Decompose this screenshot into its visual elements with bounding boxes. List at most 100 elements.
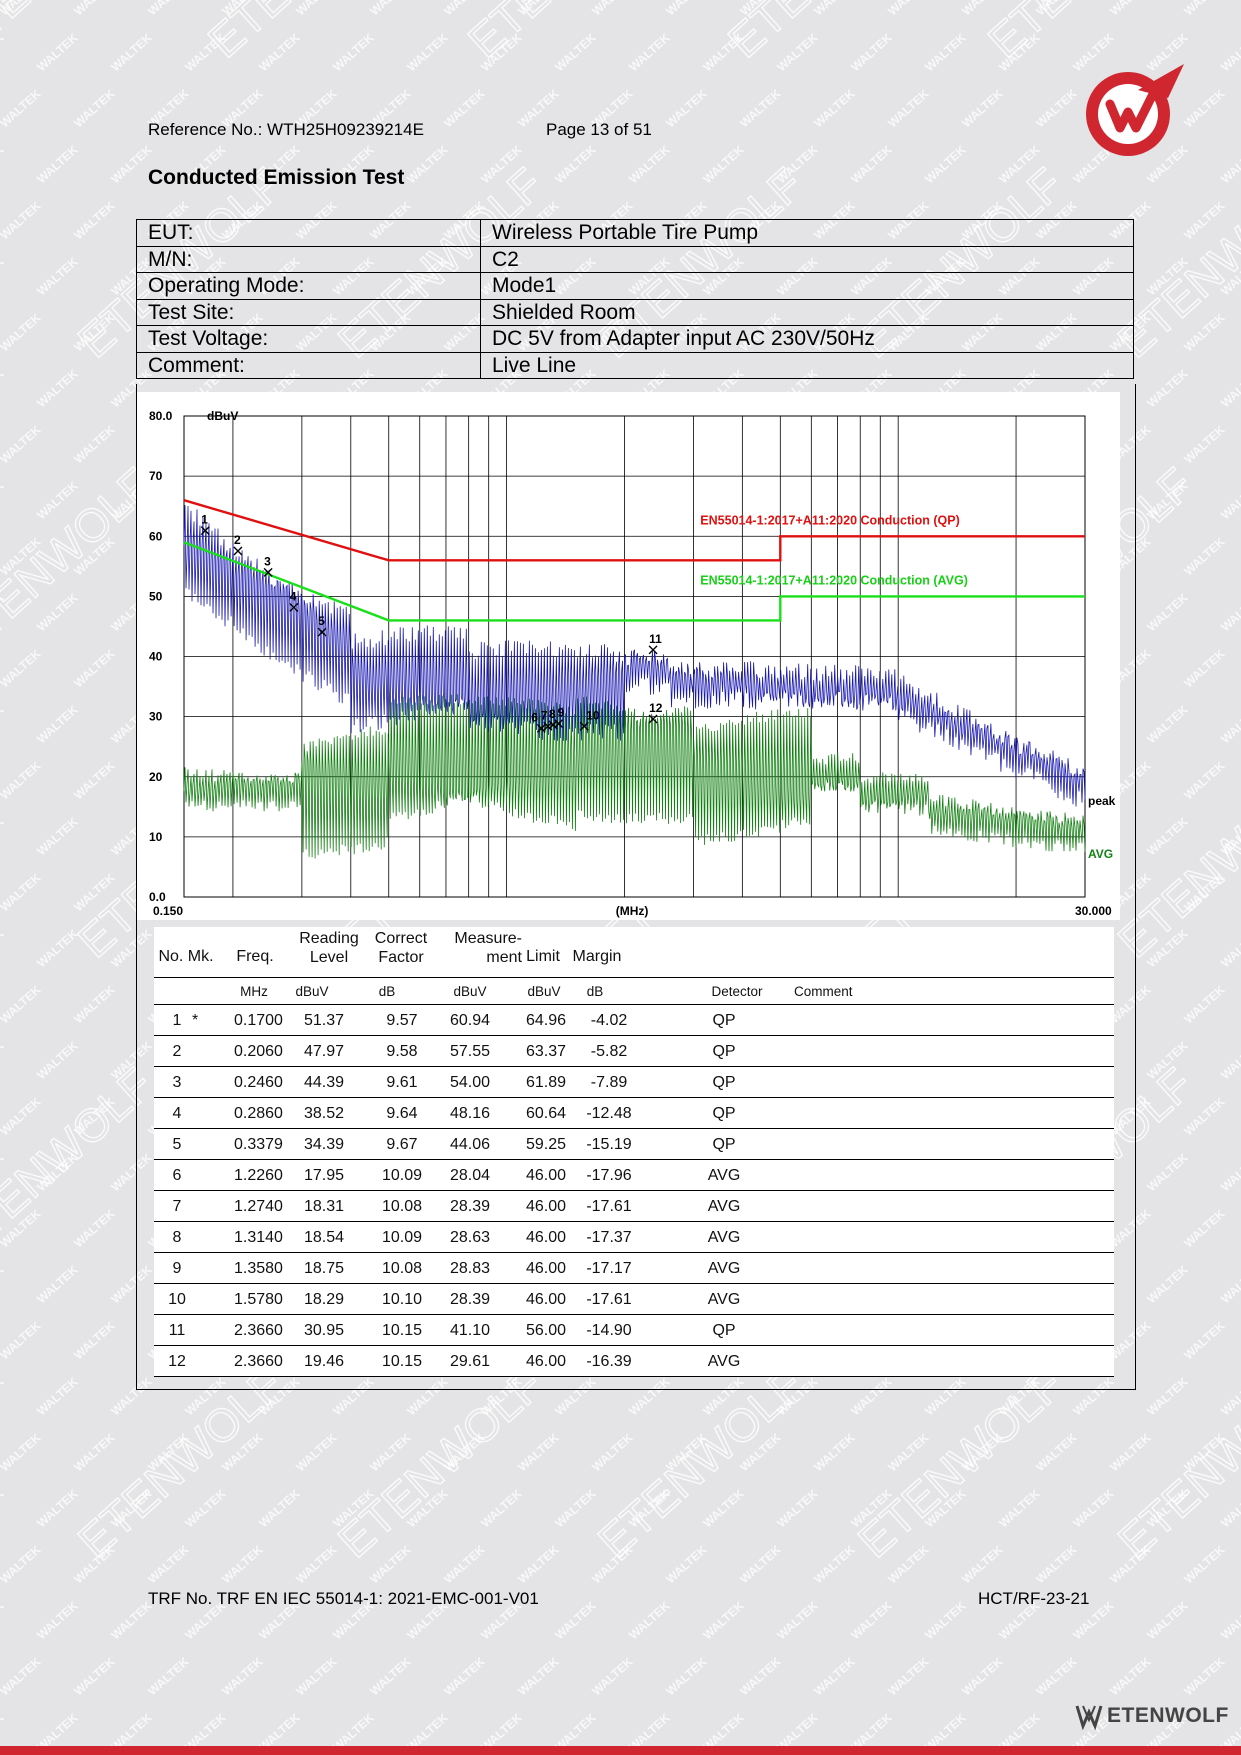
- watermark-text: WALTEK: [885, 1430, 932, 1474]
- watermark-text: WALTEK: [404, 30, 451, 74]
- watermark-text: WALTEK: [663, 86, 710, 130]
- marker: 5: [317, 614, 327, 637]
- watermark-text: WALTEK: [404, 142, 451, 186]
- watermark-text: WALTEK: [589, 0, 636, 18]
- watermark-text: WALTEK: [1218, 814, 1241, 858]
- cell-no: 11: [168, 1322, 186, 1339]
- marker-cross: [543, 721, 553, 731]
- watermark-text: WALTEK: [1218, 702, 1241, 746]
- watermark-text: WALTEK: [700, 1598, 747, 1642]
- y-tick-label: 60: [149, 529, 163, 543]
- cell-limit: 46.00: [526, 1291, 567, 1308]
- cell-freq: 0.2460: [234, 1074, 283, 1091]
- cell-margin: -15.19: [586, 1136, 632, 1153]
- cell-margin: -17.17: [586, 1260, 632, 1277]
- wolf-icon: [1075, 1705, 1103, 1730]
- watermark-text: WALTEK: [71, 1206, 118, 1250]
- cell-freq: 0.1700: [234, 1012, 283, 1029]
- watermark-text: WALTEK: [1107, 1430, 1154, 1474]
- watermark-text: WALTEK: [885, 1542, 932, 1586]
- marker-cross: [648, 714, 658, 724]
- results-header-cell: No. Mk.: [158, 948, 214, 965]
- results-header-cell: Limit: [526, 948, 560, 965]
- results-header-cell: Margin: [572, 948, 622, 965]
- watermark-text: WALTEK: [441, 86, 488, 130]
- cell-detector: QP: [712, 1074, 736, 1091]
- watermark-text: WALTEK: [108, 30, 155, 74]
- watermark-text: WALTEK: [71, 1654, 118, 1698]
- watermark-text: WALTEK: [478, 30, 525, 74]
- cell-no: 10: [168, 1291, 186, 1308]
- limit-line: [183, 499, 1085, 562]
- watermark-text: WALTEK: [737, 86, 784, 130]
- watermark-text: WALTEK: [71, 870, 118, 914]
- watermark-text: WALTEK: [515, 1654, 562, 1698]
- cell-detector: QP: [712, 1043, 736, 1060]
- watermark-text: WALTEK: [145, 1542, 192, 1586]
- results-unit-cell: Comment: [794, 984, 853, 999]
- info-row: Test Voltage: DC 5V from Adapter input AC…: [136, 325, 1134, 353]
- cell-factor: 10.15: [381, 1353, 423, 1370]
- watermark-text: WALTEK: [848, 30, 895, 74]
- table-row: 2 0.2060 47.97 9.58 57.55 63.37 -5.82 QP: [154, 1036, 1114, 1067]
- marker-label: 4: [290, 589, 297, 603]
- watermark-text: WALTEK: [34, 814, 81, 858]
- watermark-text: WALTEK: [959, 1430, 1006, 1474]
- info-value: Wireless Portable Tire Pump: [480, 219, 1134, 247]
- cell-measure: 28.04: [450, 1167, 491, 1184]
- cell-measure: 48.16: [450, 1105, 491, 1122]
- watermark-text: WALTEK: [1144, 1038, 1191, 1082]
- watermark-text: WALTEK: [737, 0, 784, 18]
- results-unit-cell: dBuV: [527, 984, 561, 999]
- watermark-text: WALTEK: [811, 0, 858, 18]
- watermark-text: WALTEK: [1033, 0, 1080, 18]
- watermark-text: WALTEK: [922, 1486, 969, 1530]
- watermark-text: WALTEK: [1181, 982, 1228, 1026]
- watermark-text: WALTEK: [626, 142, 673, 186]
- watermark-text: WALTEK: [404, 1486, 451, 1530]
- cell-limit: 59.25: [526, 1136, 567, 1153]
- watermark-text: WALTEK: [848, 1598, 895, 1642]
- watermark-text: WALTEK: [34, 142, 81, 186]
- cell-freq: 2.3660: [234, 1353, 283, 1370]
- watermark-text: WALTEK: [737, 1542, 784, 1586]
- cell-detector: QP: [712, 1322, 736, 1339]
- watermark-text: WALTEK: [1181, 1430, 1228, 1474]
- limit-line-label: EN55014-1:2017+A11:2020 Conduction (AVG): [700, 573, 968, 587]
- watermark-text: WALTEK: [1033, 1654, 1080, 1698]
- info-label: EUT:: [136, 219, 481, 247]
- cell-reading: 18.29: [304, 1291, 345, 1308]
- watermark-text: WALTEK: [71, 1318, 118, 1362]
- marker-label: 9: [558, 706, 565, 720]
- watermark-text: WALTEK: [34, 702, 81, 746]
- cell-no: 3: [172, 1074, 182, 1091]
- info-row: EUT: Wireless Portable Tire Pump: [136, 219, 1134, 247]
- watermark-text: WALTEK: [71, 534, 118, 578]
- cell-no: 8: [172, 1229, 182, 1246]
- watermark-text: WALTEK: [1144, 1486, 1191, 1530]
- watermark-text: WALTEK: [552, 1486, 599, 1530]
- watermark-text: WALTEK: [1181, 646, 1228, 690]
- cell-reading: 38.52: [304, 1105, 345, 1122]
- watermark-text: WALTEK: [0, 422, 44, 466]
- reference-number: Reference No.: WTH25H09239214E: [148, 120, 424, 139]
- test-info-table: EUT: Wireless Portable Tire Pump M/N: C2 Ope…: [136, 219, 1134, 379]
- marker-cross: [233, 546, 243, 556]
- watermark-text: WALTEK: [34, 1486, 81, 1530]
- watermark-text: WALTEK: [1144, 1598, 1191, 1642]
- brand-name: ETENWOLF: [1107, 1704, 1229, 1727]
- watermark-text: WALTEK: [293, 1654, 340, 1698]
- watermark-text: WALTEK: [1181, 1206, 1228, 1250]
- watermark-text: WALTEK: [0, 1374, 7, 1418]
- cell-detector: AVG: [707, 1291, 741, 1308]
- watermark-text: WALTEK: [1218, 1374, 1241, 1418]
- results-header-cell: Correct Factor: [374, 930, 428, 966]
- cell-factor: 10.10: [381, 1291, 423, 1308]
- watermark-text: WALTEK: [71, 198, 118, 242]
- marker: 7: [541, 708, 553, 731]
- watermark-text: WALTEK: [626, 30, 673, 74]
- cell-no: 6: [172, 1167, 182, 1184]
- watermark-text: WALTEK: [256, 30, 303, 74]
- cell-no: 9: [172, 1260, 182, 1277]
- watermark-text: WALTEK: [700, 1486, 747, 1530]
